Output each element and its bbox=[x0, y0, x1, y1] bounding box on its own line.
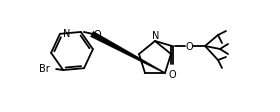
Text: O: O bbox=[168, 69, 176, 79]
Text: Br: Br bbox=[39, 64, 50, 73]
Text: O: O bbox=[185, 42, 193, 52]
Text: N: N bbox=[63, 29, 70, 38]
Text: O: O bbox=[93, 30, 101, 40]
Text: N: N bbox=[152, 31, 160, 41]
Polygon shape bbox=[90, 32, 165, 74]
